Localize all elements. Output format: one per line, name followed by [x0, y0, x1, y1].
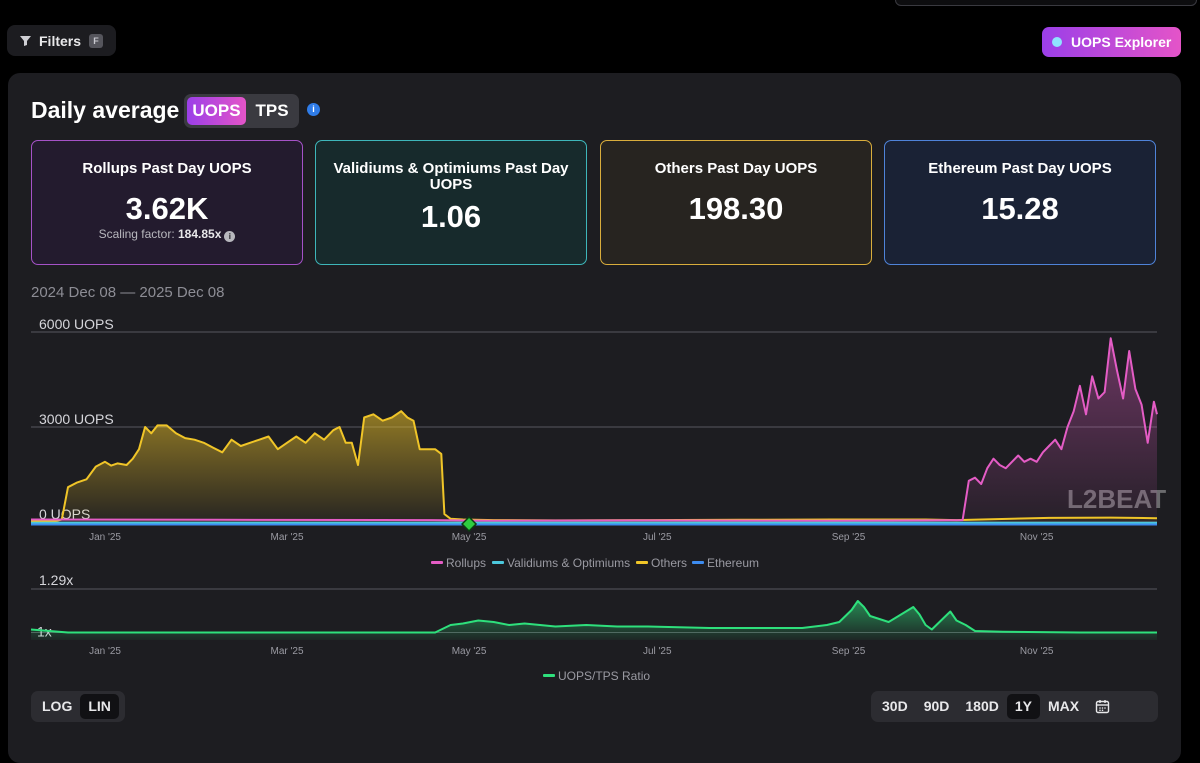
legend-swatch — [492, 561, 504, 564]
legend-item: Ethereum — [707, 556, 759, 570]
ratio-line — [30, 600, 1157, 634]
x-tick-label: May '25 — [452, 532, 487, 543]
stat-label: Rollups Past Day UOPS — [82, 160, 252, 177]
stat-label: Ethereum Past Day UOPS — [928, 160, 1112, 177]
metric-toggle: UOPS TPS — [184, 94, 299, 128]
legend-item: Others — [651, 556, 687, 570]
toggle-tps[interactable]: TPS — [255, 101, 289, 120]
rollups-area — [31, 338, 1157, 522]
date-range: 2024 Dec 08 — 2025 Dec 08 — [31, 284, 225, 301]
marker-diamond — [460, 515, 478, 533]
x-tick-label: Nov '25 — [1020, 646, 1054, 657]
stat-value: 3.62K — [125, 191, 209, 226]
stat-label: Validiums & Optimiums Past Day UOPS — [333, 160, 569, 193]
y-axis-label: 3000 UOPS — [39, 411, 114, 427]
x-tick-label: Mar '25 — [271, 532, 304, 543]
range-30d-button[interactable]: 30D — [882, 698, 908, 714]
others-line — [31, 410, 1158, 522]
explorer-label: UOPS Explorer — [1071, 34, 1172, 50]
filters-button[interactable]: Filters F — [7, 25, 116, 56]
legend-item: Validiums & Optimiums — [507, 556, 630, 570]
stat-ethereum: Ethereum Past Day UOPS 15.28 — [884, 140, 1156, 265]
ratio-area — [31, 601, 1157, 640]
scale-toggle: LOG LIN — [31, 691, 125, 722]
legend-swatch — [543, 674, 555, 677]
range-1y-button[interactable]: 1Y — [1006, 694, 1040, 719]
stat-value: 15.28 — [981, 191, 1059, 226]
x-tick-label: Mar '25 — [271, 646, 304, 657]
range-toggle: 30D 90D 180D 1Y MAX — [871, 691, 1158, 722]
stat-others: Others Past Day UOPS 198.30 — [600, 140, 872, 265]
info-small-icon[interactable]: i — [224, 231, 236, 242]
legend-swatch — [431, 561, 443, 564]
explorer-icon — [1052, 37, 1062, 47]
x-tick-label: Jul '25 — [643, 532, 672, 543]
scale-lin-button[interactable]: LIN — [80, 694, 119, 719]
stat-validiums: Validiums & Optimiums Past Day UOPS 1.06 — [315, 140, 587, 265]
range-180d-button[interactable]: 180D — [965, 698, 999, 714]
scaling-factor-value: 184.85x — [178, 227, 222, 241]
x-tick-label: Nov '25 — [1020, 532, 1054, 543]
legend-item: Rollups — [446, 556, 486, 570]
rollups-line — [30, 337, 1158, 522]
uops-explorer-button[interactable]: UOPS Explorer — [1042, 27, 1181, 57]
x-tick-label: Jul '25 — [643, 646, 672, 657]
y-axis-label: 6000 UOPS — [39, 316, 114, 332]
filters-shortcut: F — [89, 33, 104, 48]
stat-label: Others Past Day UOPS — [654, 160, 818, 177]
range-max-button[interactable]: MAX — [1047, 698, 1080, 714]
scaling-factor-label: Scaling factor: — [98, 227, 175, 241]
page-title: Daily average — [31, 97, 180, 123]
y-axis-label: 1.29x — [39, 572, 73, 588]
x-tick-label: Sep '25 — [832, 646, 866, 657]
x-tick-label: Jan '25 — [89, 532, 121, 543]
stat-rollups: Rollups Past Day UOPS 3.62K Scaling fact… — [31, 140, 303, 265]
range-90d-button[interactable]: 90D — [923, 698, 950, 714]
legend-swatch — [692, 561, 704, 564]
legend-item: UOPS/TPS Ratio — [558, 669, 650, 683]
x-tick-label: Sep '25 — [832, 532, 866, 543]
toggle-uops[interactable]: UOPS — [187, 97, 246, 125]
scale-log-button[interactable]: LOG — [42, 698, 73, 714]
filter-icon — [20, 36, 31, 46]
legend-swatch — [636, 561, 648, 564]
x-tick-label: Jan '25 — [89, 646, 121, 657]
stat-value: 1.06 — [420, 199, 482, 234]
stat-value: 198.30 — [688, 191, 784, 226]
others-area — [31, 411, 1157, 522]
calendar-icon[interactable] — [1087, 699, 1118, 714]
x-tick-label: May '25 — [452, 646, 487, 657]
info-icon[interactable]: i — [307, 103, 320, 116]
filters-label: Filters — [39, 32, 82, 49]
scaling-factor: Scaling factor: 184.85x i — [32, 227, 302, 242]
